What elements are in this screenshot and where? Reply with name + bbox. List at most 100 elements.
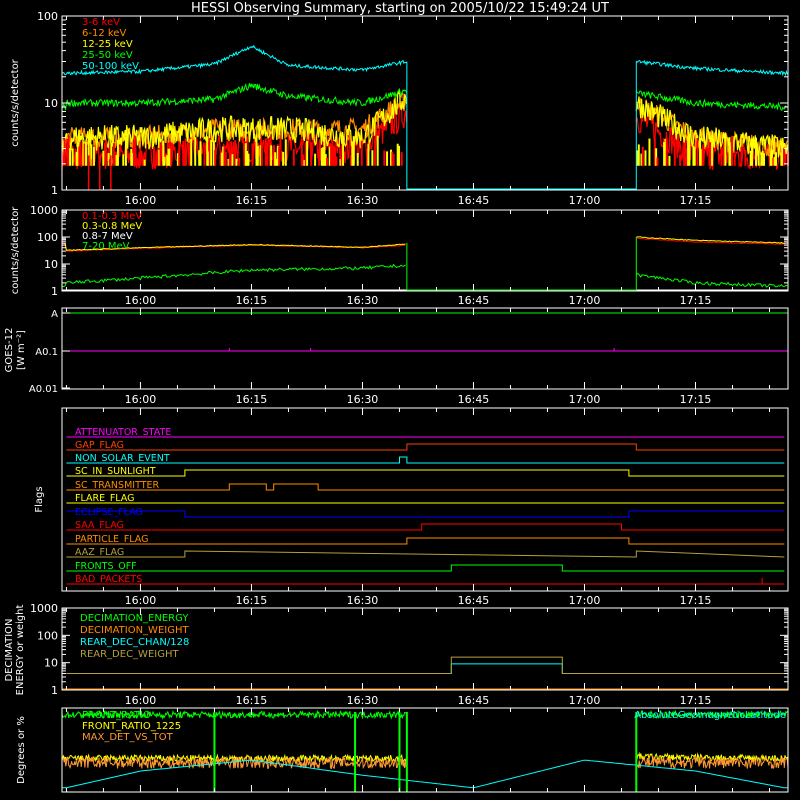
time-tick-label: 16:00 xyxy=(125,194,157,207)
time-tick-label: 16:00 xyxy=(125,393,157,406)
flag-9-label: AAZ_FLAG xyxy=(75,547,124,558)
series-0-line xyxy=(61,709,407,721)
flag-3-label: SC_IN_SUNLIGHT xyxy=(75,466,156,477)
series-2-line xyxy=(61,755,407,770)
legend-3: REAR_DEC_WEIGHT xyxy=(80,649,179,660)
series-3-line xyxy=(66,656,785,674)
panel3-ytick-label: A0.01 xyxy=(29,384,58,395)
flag-11-label: BAD_PACKETS xyxy=(75,574,142,585)
panel5-ytick-label: 10 xyxy=(44,657,58,670)
panel5-ylabel-2: ENERGY or weight xyxy=(15,605,26,696)
panel5-ytick-label: 100 xyxy=(37,629,58,642)
panel6-ylabel: Degrees or % xyxy=(16,716,27,784)
time-tick-label: 16:45 xyxy=(458,393,490,406)
time-tick-label: 16:15 xyxy=(236,694,268,707)
flag-11-line xyxy=(66,578,785,585)
time-tick-label: 16:45 xyxy=(458,694,490,707)
time-tick-label: 17:15 xyxy=(680,194,712,207)
time-tick-label: 17:00 xyxy=(569,194,601,207)
legend-2: REAR_DEC_CHAN/128 xyxy=(80,637,189,648)
legend-4: 50-100 keV xyxy=(82,61,139,72)
legend-2: 12-25 keV xyxy=(82,39,133,50)
time-tick-label: 17:00 xyxy=(569,393,601,406)
panel3-units: [W m⁻²] xyxy=(16,330,27,370)
flag-1-line xyxy=(66,443,785,451)
legend-2: 0.8-7 MeV xyxy=(82,231,133,242)
series-2-line xyxy=(635,96,788,160)
legend-1: FRONT_RATIO_1225 xyxy=(82,721,181,732)
time-tick-label: 16:15 xyxy=(236,393,268,406)
panel5-ylabel: DECIMATION xyxy=(4,618,15,681)
series-3-line xyxy=(635,90,788,111)
time-tick-label: 17:15 xyxy=(680,294,712,307)
panel4-frame xyxy=(61,407,789,592)
time-tick-label: 16:15 xyxy=(236,194,268,207)
legend-geomag-latitude: AbsoluteGeomagneticLatitude xyxy=(634,710,786,721)
series-3-line xyxy=(61,263,406,288)
series-4-line xyxy=(635,59,788,77)
flag-5-label: FLARE_FLAG xyxy=(75,493,135,504)
panel2-frame xyxy=(61,209,789,292)
flag-8-line xyxy=(66,537,785,545)
panel1-ytick-label: 1 xyxy=(51,184,58,197)
legend-1: 0.3-0.8 MeV xyxy=(82,221,142,232)
series-3-line xyxy=(635,272,788,288)
legend-0: DECIMATION_ENERGY xyxy=(80,613,189,624)
panel1-ytick-label: 100 xyxy=(37,10,58,23)
legend-0: FRONT_RATIO xyxy=(82,710,151,721)
flag-10-line xyxy=(66,564,785,572)
time-tick-label: 16:30 xyxy=(347,294,379,307)
legend-1: DECIMATION_WEIGHT xyxy=(80,625,189,636)
panel2-ytick-label: 1 xyxy=(51,285,58,298)
time-tick-label: 16:15 xyxy=(236,594,268,607)
legend-0: 0.1-0.3 MeV xyxy=(82,211,142,222)
series-3-line xyxy=(62,759,788,789)
flag-10-label: FRONTS_OFF xyxy=(75,561,137,572)
series-4-line xyxy=(61,44,407,76)
series-2-line xyxy=(61,90,408,152)
series-2-line xyxy=(635,755,789,770)
flag-6-line xyxy=(66,510,785,518)
time-tick-label: 17:00 xyxy=(569,694,601,707)
time-tick-label: 16:45 xyxy=(458,194,490,207)
series-1-line xyxy=(61,242,406,251)
time-tick-label: 16:15 xyxy=(236,294,268,307)
series-1-line xyxy=(61,753,407,764)
panel2-ytick-label: 1000 xyxy=(30,204,58,217)
panel3-ytick-label: A0.1 xyxy=(35,347,58,358)
legend-2: MAX_DET_VS_TOT xyxy=(82,732,174,743)
series-2-line xyxy=(66,663,785,674)
panel2-ytick-label: 100 xyxy=(37,231,58,244)
time-tick-label: 16:30 xyxy=(347,393,379,406)
panel3-ylabel: GOES-12 xyxy=(4,328,15,373)
series-0-line xyxy=(636,237,788,245)
time-tick-label: 17:00 xyxy=(569,594,601,607)
flag-0-label: ATTENUATOR_STATE xyxy=(75,427,171,438)
time-tick-label: 16:30 xyxy=(347,594,379,607)
time-tick-label: 17:15 xyxy=(680,594,712,607)
flag-2-label: NON_SOLAR_EVENT xyxy=(75,453,170,464)
time-tick-label: 17:00 xyxy=(569,294,601,307)
panel1-ylabel: counts/s/detector xyxy=(10,58,21,146)
time-tick-label: 17:15 xyxy=(680,393,712,406)
flag-2-line xyxy=(66,456,785,464)
panel3-frame xyxy=(61,307,789,390)
panel5-frame xyxy=(61,607,789,691)
panel1-ytick-label: 10 xyxy=(44,97,58,110)
time-tick-label: 16:00 xyxy=(125,694,157,707)
legend-3: 25-50 keV xyxy=(82,50,133,61)
flag-7-label: SAA_FLAG xyxy=(75,520,124,531)
panel2-ylabel: counts/s/detector xyxy=(10,206,21,294)
flag-4-label: SC_TRANSMITTER xyxy=(75,480,160,491)
panel3-ytick-label: A xyxy=(51,309,58,320)
series-0-line xyxy=(636,709,789,720)
flag-6-label: ECLIPSE_FLAG xyxy=(75,507,143,518)
legend-1: 6-12 keV xyxy=(82,28,126,39)
flag-3-line xyxy=(66,469,785,477)
flag-4-line xyxy=(66,483,785,491)
time-tick-label: 16:30 xyxy=(347,694,379,707)
flag-7-line xyxy=(66,523,785,531)
flag-8-label: PARTICLE_FLAG xyxy=(75,534,148,545)
legend-0: 3-6 keV xyxy=(82,17,120,28)
